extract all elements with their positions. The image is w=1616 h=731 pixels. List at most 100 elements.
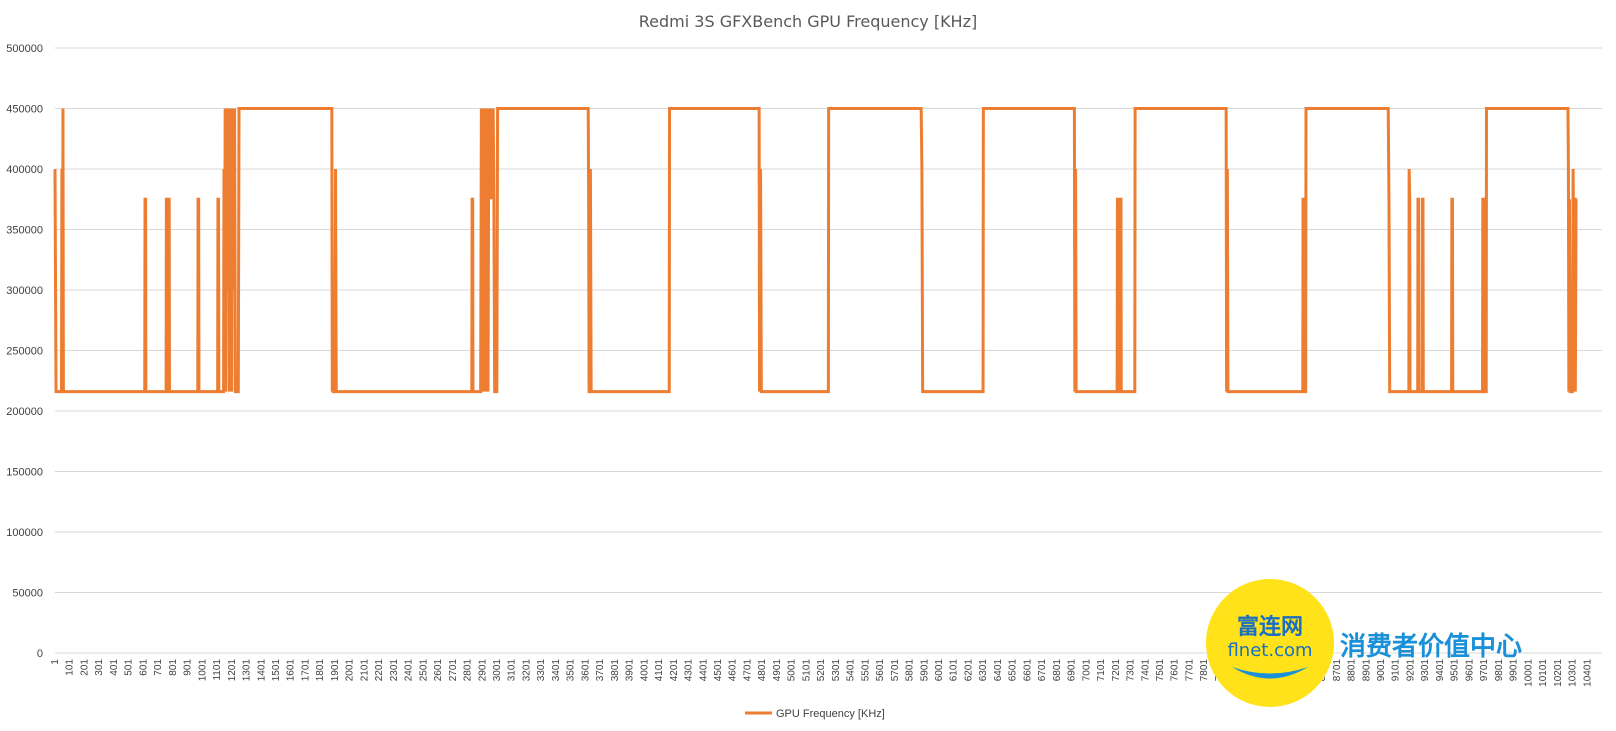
x-tick-label: 801: [168, 659, 179, 676]
y-tick-label: 150000: [6, 467, 43, 479]
x-tick-label: 6701: [1037, 659, 1048, 682]
x-tick-label: 6601: [1022, 659, 1033, 682]
x-tick-label: 1901: [330, 659, 341, 682]
x-tick-label: 5201: [816, 659, 827, 682]
x-tick-label: 9101: [1391, 659, 1402, 682]
x-tick-label: 5001: [787, 659, 798, 682]
x-tick-label: 6501: [1008, 659, 1019, 682]
x-tick-label: 9901: [1509, 659, 1520, 682]
x-tick-label: 4401: [698, 659, 709, 682]
watermark-smile-icon: [1232, 667, 1308, 679]
x-tick-label: 5601: [875, 659, 886, 682]
x-tick-label: 7201: [1111, 659, 1122, 682]
x-tick-label: 901: [183, 659, 194, 676]
x-tick-label: 701: [153, 659, 164, 676]
x-tick-label: 2601: [433, 659, 444, 682]
x-tick-label: 2501: [418, 659, 429, 682]
x-tick-label: 1201: [227, 659, 238, 682]
x-tick-label: 5101: [801, 659, 812, 682]
x-tick-label: 5301: [831, 659, 842, 682]
x-tick-label: 10401: [1582, 659, 1593, 687]
watermark-logo-circle: [1206, 579, 1334, 707]
watermark-logo-url: flnet.com: [1227, 640, 1312, 661]
x-tick-label: 6401: [993, 659, 1004, 682]
x-tick-label: 3601: [580, 659, 591, 682]
x-axis-ticks: 1 101 201 301 401 501 601 701 801 901 1001 1101 1201…: [50, 659, 1593, 687]
x-tick-label: 7801: [1199, 659, 1210, 682]
y-tick-label: 350000: [6, 225, 43, 237]
x-tick-label: 4001: [639, 659, 650, 682]
y-tick-label: 450000: [6, 104, 43, 116]
series-layer: [53, 107, 1578, 394]
x-tick-label: 5701: [890, 659, 901, 682]
x-tick-label: 4701: [742, 659, 753, 682]
x-tick-label: 5901: [919, 659, 930, 682]
y-tick-label: 300000: [6, 285, 43, 297]
x-tick-label: 7501: [1155, 659, 1166, 682]
x-tick-label: 7401: [1140, 659, 1151, 682]
x-tick-label: 3401: [551, 659, 562, 682]
x-tick-label: 1701: [300, 659, 311, 682]
x-tick-label: 6901: [1067, 659, 1078, 682]
series-line-gpu-frequency: [53, 107, 1578, 394]
x-tick-label: 4501: [713, 659, 724, 682]
y-axis-ticks: 0 50000 100000 150000 200000 250000 300000 3500…: [6, 43, 43, 660]
x-tick-label: 3201: [521, 659, 532, 682]
x-tick-label: 6801: [1052, 659, 1063, 682]
x-tick-label: 7101: [1096, 659, 1107, 682]
x-tick-label: 201: [79, 659, 90, 676]
x-tick-label: 401: [109, 659, 120, 676]
x-tick-label: 8901: [1361, 659, 1372, 682]
x-tick-label: 7001: [1081, 659, 1092, 682]
x-tick-label: 1401: [256, 659, 267, 682]
x-tick-label: 2001: [345, 659, 356, 682]
x-tick-label: 5401: [846, 659, 857, 682]
x-tick-label: 3101: [507, 659, 518, 682]
watermark-logo-cn: 富连网: [1237, 614, 1303, 640]
y-tick-label: 100000: [6, 527, 43, 539]
x-tick-label: 9601: [1464, 659, 1475, 682]
x-tick-label: 2801: [463, 659, 474, 682]
x-tick-label: 601: [138, 659, 149, 676]
y-tick-label: 200000: [6, 406, 43, 418]
watermark-slogan: 消费者价值中心: [1340, 632, 1522, 662]
x-tick-label: 4301: [684, 659, 695, 682]
x-tick-label: 5801: [905, 659, 916, 682]
x-tick-label: 9001: [1376, 659, 1387, 682]
x-tick-label: 6001: [934, 659, 945, 682]
x-tick-label: 5501: [860, 659, 871, 682]
x-tick-label: 4201: [669, 659, 680, 682]
x-tick-label: 1001: [197, 659, 208, 682]
x-tick-label: 1301: [242, 659, 253, 682]
x-tick-label: 2201: [374, 659, 385, 682]
x-tick-label: 1101: [212, 659, 223, 681]
x-tick-label: 501: [124, 659, 135, 676]
x-tick-label: 2701: [448, 659, 459, 682]
x-tick-label: 4601: [728, 659, 739, 682]
x-tick-label: 7601: [1170, 659, 1181, 682]
x-tick-label: 6301: [978, 659, 989, 682]
x-tick-label: 1: [50, 659, 61, 665]
x-tick-label: 101: [65, 659, 76, 676]
x-tick-label: 10001: [1523, 659, 1534, 687]
x-tick-label: 4101: [654, 659, 665, 682]
x-tick-label: 1801: [315, 659, 326, 682]
legend: GPU Frequency [KHz]: [745, 708, 885, 720]
y-tick-label: 400000: [6, 164, 43, 176]
x-tick-label: 8701: [1332, 659, 1343, 682]
x-tick-label: 9301: [1420, 659, 1431, 682]
x-tick-label: 301: [94, 659, 105, 676]
y-tick-label: 0: [37, 648, 43, 660]
legend-label: GPU Frequency [KHz]: [776, 708, 885, 720]
x-tick-label: 4901: [772, 659, 783, 682]
x-tick-label: 3701: [595, 659, 606, 682]
x-tick-label: 1501: [271, 659, 282, 682]
x-tick-label: 3801: [610, 659, 621, 682]
x-tick-label: 4801: [757, 659, 768, 682]
x-tick-label: 3501: [566, 659, 577, 682]
x-tick-label: 2301: [389, 659, 400, 682]
x-tick-label: 6201: [963, 659, 974, 682]
x-tick-label: 3301: [536, 659, 547, 682]
x-tick-label: 6101: [949, 659, 960, 682]
chart-title: Redmi 3S GFXBench GPU Frequency [KHz]: [639, 12, 977, 31]
